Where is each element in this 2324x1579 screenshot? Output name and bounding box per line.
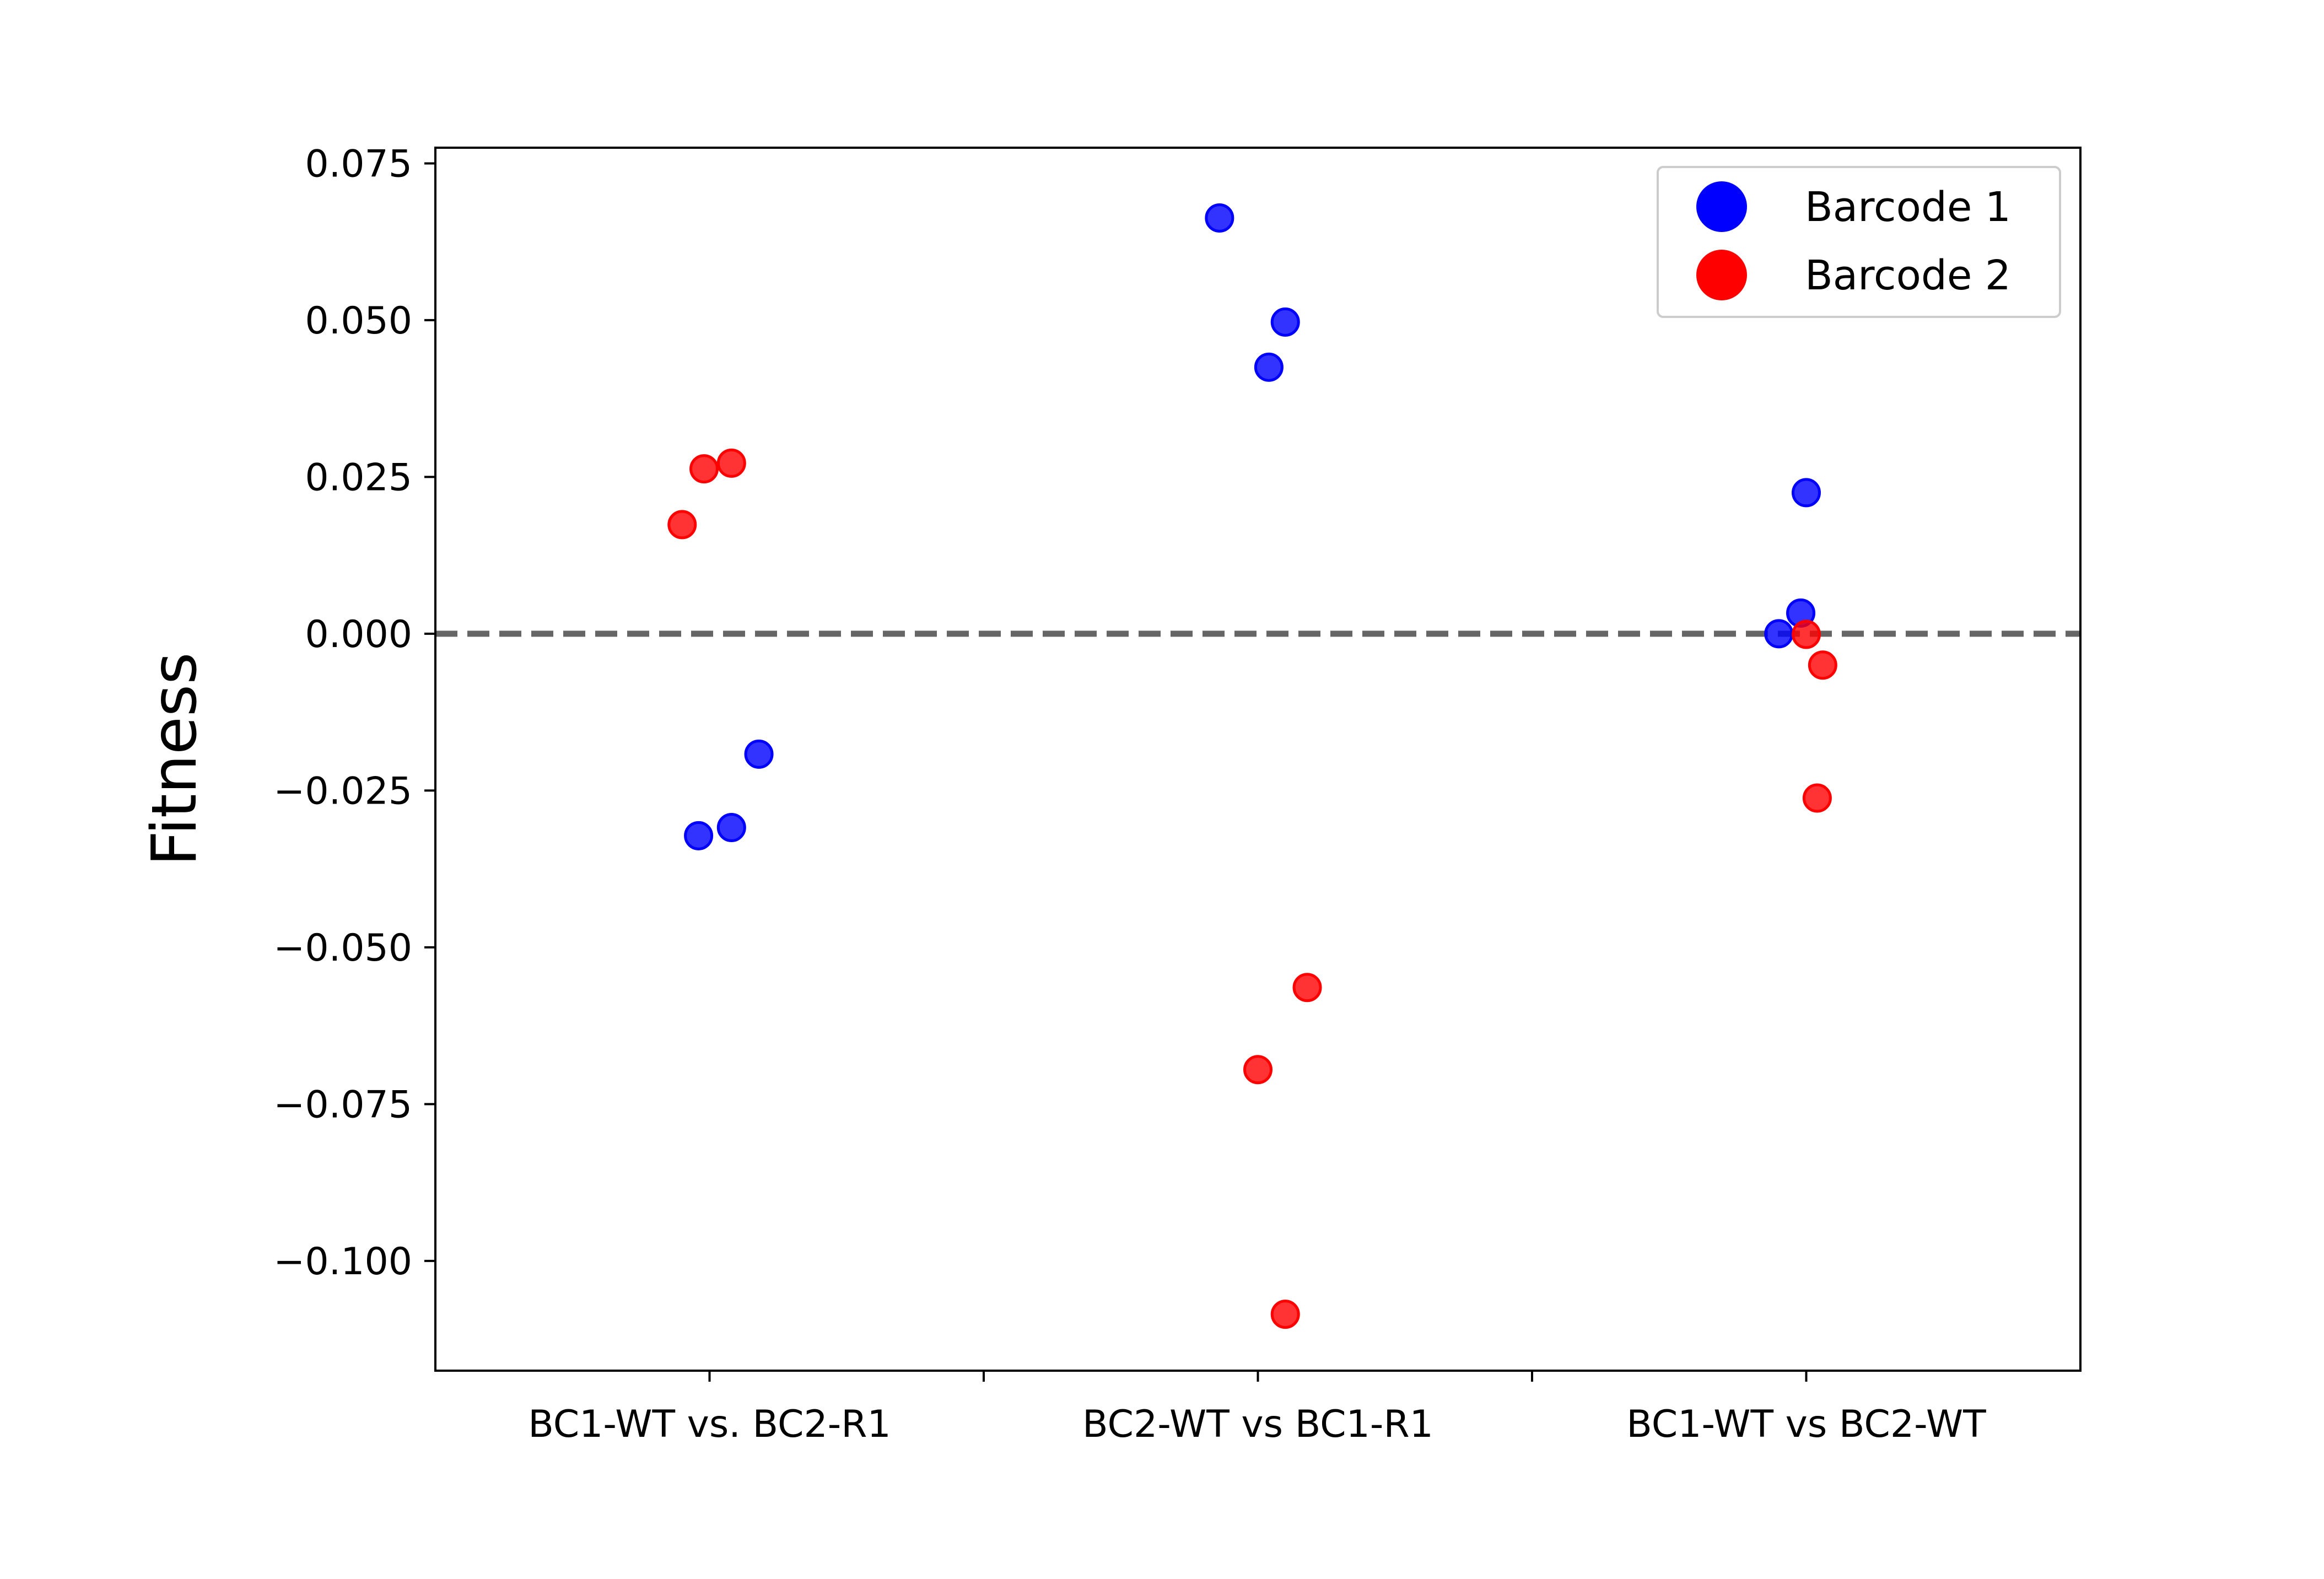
series-barcode-1 <box>684 203 1821 850</box>
y-tick-label: −0.075 <box>273 1083 412 1127</box>
data-point <box>667 510 697 540</box>
legend-label-barcode-2: Barcode 2 <box>1805 252 2011 299</box>
data-point <box>1292 973 1322 1003</box>
data-point <box>716 448 746 478</box>
data-point <box>744 739 774 769</box>
data-point <box>1792 478 1821 508</box>
data-point <box>1270 1300 1300 1329</box>
y-tick-label: 0.075 <box>305 142 412 186</box>
legend-box <box>1657 166 2061 318</box>
data-point <box>1802 783 1832 813</box>
data-point <box>716 813 746 843</box>
data-point <box>689 454 719 484</box>
y-tick-label: −0.025 <box>273 769 412 813</box>
legend: Barcode 1 Barcode 2 <box>1657 166 2061 318</box>
data-point <box>1792 619 1821 649</box>
data-point <box>684 821 714 850</box>
x-tick-label: BC1-WT vs. BC2-R1 <box>528 1403 891 1446</box>
y-tick-label: 0.000 <box>305 613 412 656</box>
points-layer <box>667 203 1837 1329</box>
data-point <box>1243 1055 1272 1085</box>
x-axis-ticks: BC1-WT vs. BC2-R1 BC2-WT vs BC1-R1 BC1-WT … <box>528 1371 1986 1446</box>
y-tick-label: −0.100 <box>273 1240 412 1284</box>
y-tick-label: 0.025 <box>305 456 412 499</box>
y-axis-label: Fitness <box>139 653 211 866</box>
legend-label-barcode-1: Barcode 1 <box>1805 184 2011 231</box>
y-axis-ticks: 0.075 0.050 0.025 0.000 −0.025 −0.050 −0.075 −0… <box>273 142 435 1284</box>
series-barcode-2 <box>667 448 1837 1329</box>
data-point <box>1808 650 1837 680</box>
legend-marker-barcode-1 <box>1696 181 1747 232</box>
y-tick-label: −0.050 <box>273 926 412 970</box>
y-tick-label: 0.050 <box>305 299 412 343</box>
data-point <box>1205 203 1234 233</box>
data-point <box>1764 619 1794 649</box>
x-tick-label: BC2-WT vs BC1-R1 <box>1082 1403 1433 1446</box>
x-tick-label: BC1-WT vs BC2-WT <box>1626 1403 1986 1446</box>
data-point <box>1254 352 1284 382</box>
legend-marker-barcode-2 <box>1696 250 1747 300</box>
data-point <box>1270 307 1300 337</box>
